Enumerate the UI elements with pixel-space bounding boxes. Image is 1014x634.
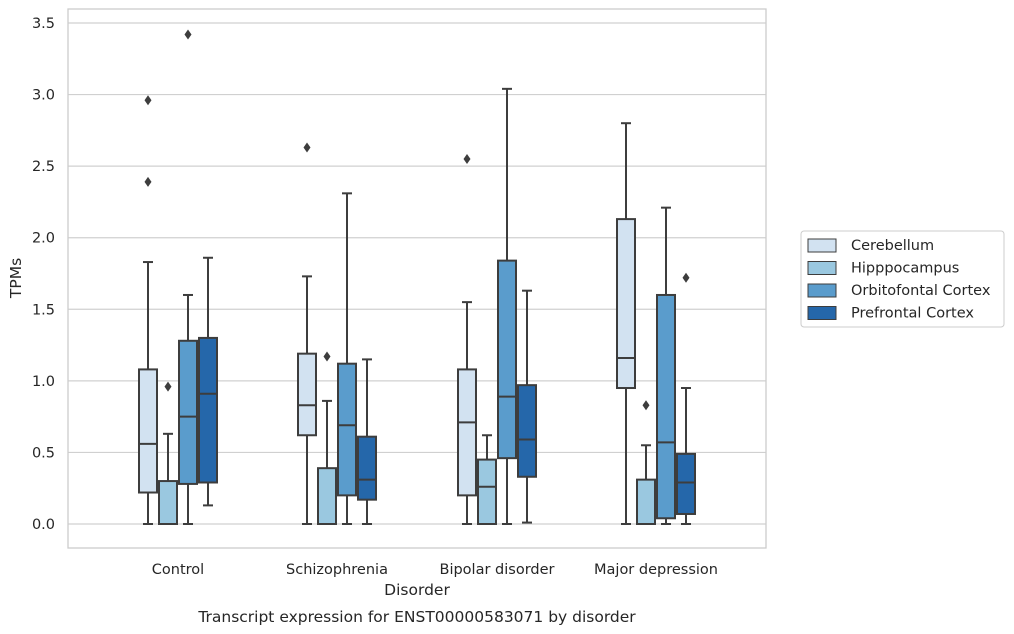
box	[477, 434, 497, 526]
x-tick-label: Control	[152, 562, 204, 578]
outlier-point	[184, 29, 192, 40]
box-body	[297, 352, 317, 437]
outlier-point	[144, 95, 152, 106]
box-body	[517, 384, 537, 478]
legend-frame	[800, 230, 1005, 328]
outlier-point	[682, 272, 690, 283]
box-body	[676, 452, 696, 515]
outlier-point	[642, 400, 650, 411]
y-axis-label: TPMs	[7, 258, 25, 299]
box-body	[158, 480, 178, 525]
y-tick-labels: 0.0 0.5 1.0 1.5 2.0 2.5 3.0 3.5	[32, 16, 55, 533]
legend-swatch	[807, 238, 837, 253]
y-tick-label: 1.0	[32, 374, 55, 390]
box-body	[636, 478, 656, 525]
box-body	[497, 259, 517, 460]
box-body	[457, 368, 477, 497]
box	[676, 272, 696, 525]
box-body	[656, 293, 676, 520]
x-tick-label: Bipolar disorder	[440, 562, 555, 578]
outlier-point	[323, 351, 331, 362]
box-body	[317, 467, 337, 525]
box	[198, 256, 218, 507]
legend: Cerebellum Hipppocampus Orbitofontal Corte…	[800, 230, 1005, 328]
box-series	[138, 29, 696, 526]
box	[656, 206, 676, 525]
outlier-point	[303, 142, 311, 153]
box	[317, 351, 337, 525]
x-tick-labels: Control Schizophrenia Bipolar disorder Majo…	[152, 562, 718, 578]
box-body	[357, 435, 377, 501]
box	[297, 142, 317, 525]
box-body	[138, 368, 158, 494]
box	[497, 87, 517, 525]
box	[178, 29, 198, 525]
legend-swatch	[807, 306, 837, 320]
outlier-point	[144, 176, 152, 187]
legend-label: Cerebellum	[851, 238, 934, 254]
y-tick-label: 2.5	[32, 159, 55, 175]
x-tick-label: Schizophrenia	[286, 562, 388, 578]
box-body	[198, 336, 218, 484]
box	[158, 381, 178, 525]
x-tick-label: Major depression	[594, 562, 718, 578]
legend-label: Hipppocampus	[851, 261, 959, 277]
box	[138, 95, 158, 525]
plot-frame	[67, 8, 767, 549]
box-body	[616, 218, 636, 390]
outlier-point	[164, 381, 172, 392]
box	[517, 289, 537, 524]
y-tick-label: 1.5	[32, 302, 55, 318]
legend-label: Orbitofontal Cortex	[851, 283, 991, 299]
box-body	[178, 339, 198, 485]
y-tick-label: 3.0	[32, 88, 55, 104]
legend-label: Prefrontal Cortex	[851, 306, 974, 322]
y-tick-label: 0.0	[32, 517, 55, 533]
y-tick-label: 0.5	[32, 445, 55, 461]
box	[457, 153, 477, 525]
box	[636, 400, 656, 525]
legend-swatch	[807, 261, 837, 275]
box	[616, 122, 636, 525]
box-body	[337, 362, 357, 497]
y-tick-label: 3.5	[32, 16, 55, 32]
box	[337, 192, 357, 525]
y-tick-label: 2.0	[32, 231, 55, 247]
legend-swatch	[807, 283, 837, 298]
x-axis-label: Disorder	[384, 581, 450, 599]
box-body	[477, 458, 497, 526]
outlier-point	[463, 153, 471, 164]
box	[357, 358, 377, 525]
chart-caption: Transcript expression for ENST0000058307…	[197, 608, 636, 626]
